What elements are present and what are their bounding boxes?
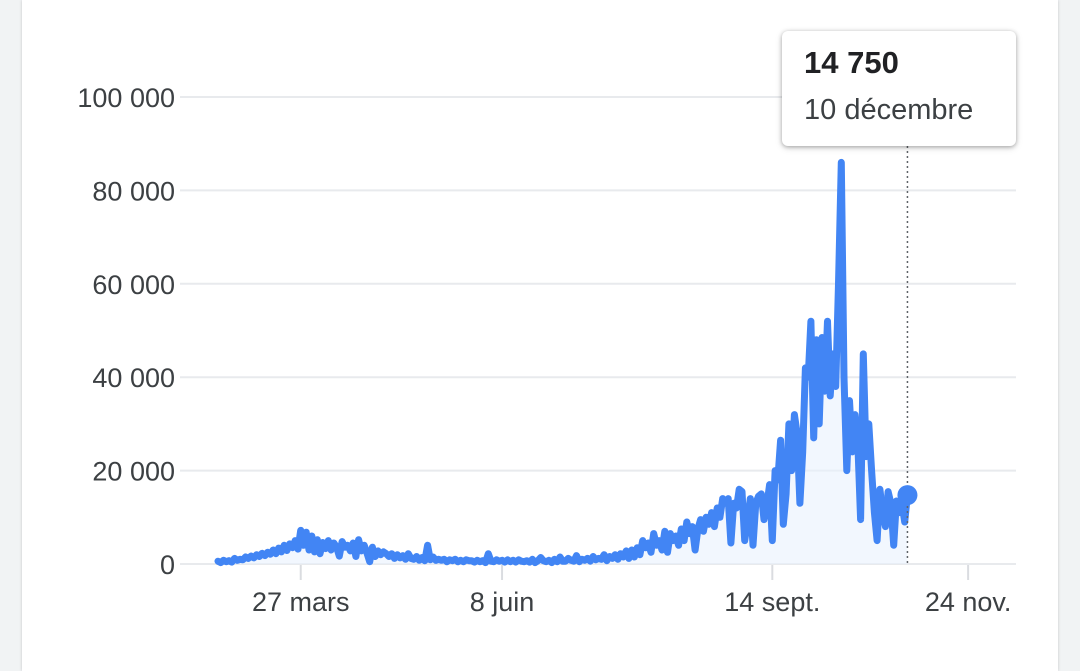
y-tick-label: 80 000 <box>92 176 175 206</box>
x-tick-label: 27 mars <box>252 587 350 617</box>
series-area <box>218 162 908 564</box>
x-tick-label: 14 sept. <box>724 587 820 617</box>
y-axis-labels: 0 20 000 40 000 60 000 80 000 100 000 <box>77 83 175 580</box>
hover-point[interactable] <box>897 485 918 506</box>
y-tick-label: 40 000 <box>92 363 175 393</box>
tooltip: 14 750 10 décembre <box>782 31 1016 146</box>
y-tick-label: 20 000 <box>92 457 175 487</box>
tooltip-date: 10 décembre <box>804 94 974 126</box>
x-tick-label: 8 juin <box>470 587 535 617</box>
y-tick-label: 60 000 <box>92 270 175 300</box>
series-line <box>214 158 911 567</box>
x-axis-labels: 27 mars 8 juin 14 sept. 24 nov. <box>252 565 1011 617</box>
y-tick-label: 0 <box>160 550 175 580</box>
tooltip-value: 14 750 <box>804 45 899 80</box>
y-tick-label: 100 000 <box>77 83 175 113</box>
x-tick-label: 24 nov. <box>925 587 1012 617</box>
